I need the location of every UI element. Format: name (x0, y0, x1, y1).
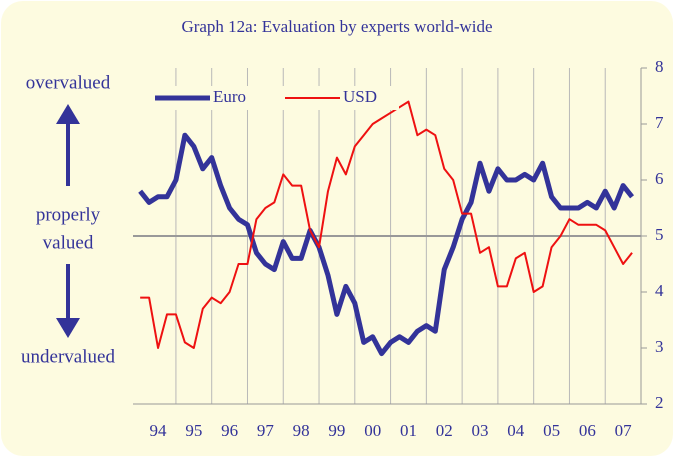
y-tick-label: 2 (655, 393, 664, 412)
x-tick-label: 04 (507, 421, 525, 440)
x-tick-label: 01 (400, 421, 417, 440)
x-tick-label: 07 (615, 421, 633, 440)
x-tick-label: 06 (579, 421, 596, 440)
x-tick-label: 05 (543, 421, 560, 440)
x-tick-label: 03 (472, 421, 489, 440)
series-line (138, 132, 635, 357)
y-tick-label: 8 (655, 57, 664, 76)
annotation: undervalued (21, 346, 115, 367)
y-tick-label: 3 (655, 337, 664, 356)
x-tick-label: 98 (293, 421, 310, 440)
x-tick-label: 94 (150, 421, 168, 440)
legend-label: USD (343, 87, 377, 106)
legend-label: Euro (213, 87, 246, 106)
x-tick-label: 00 (364, 421, 381, 440)
x-tick-label: 02 (436, 421, 453, 440)
series-line (140, 100, 633, 349)
arrows (56, 104, 80, 338)
chart-title: Graph 12a: Evaluation by experts world-w… (181, 17, 492, 36)
annotation: properly (36, 204, 101, 225)
x-tick-label: 99 (328, 421, 345, 440)
x-tick-label: 97 (257, 421, 275, 440)
y-tick-label: 5 (655, 225, 664, 244)
x-tick-label: 95 (185, 421, 202, 440)
x-tick-label: 96 (221, 421, 238, 440)
y-tick-label: 4 (655, 281, 664, 300)
annotation: overvalued (26, 72, 111, 93)
y-tick-label: 7 (655, 113, 664, 132)
annotation: valued (43, 232, 94, 253)
y-tick-label: 6 (655, 169, 664, 188)
